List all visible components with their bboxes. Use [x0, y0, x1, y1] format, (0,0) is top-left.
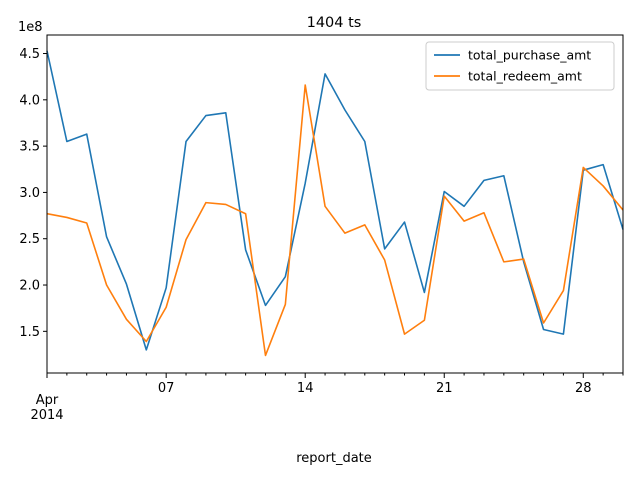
series-line-total_purchase_amt — [46, 50, 624, 351]
y-tick-label: 4.5 — [19, 47, 40, 62]
y-tick-label: 2.5 — [19, 232, 40, 247]
legend-box — [425, 41, 615, 91]
y-tick-label: 1.5 — [19, 325, 40, 340]
x-tick-label: Apr — [36, 393, 59, 408]
x-tick-label: 2014 — [30, 408, 63, 423]
x-tick-label: 07 — [158, 381, 175, 396]
chart-title: 1404 ts — [307, 15, 362, 31]
legend: total_purchase_amt total_redeem_amt — [425, 41, 615, 91]
y-tick-label: 4.0 — [19, 93, 40, 108]
plot-lines — [46, 50, 624, 357]
x-tick-label: 21 — [436, 381, 453, 396]
plot-frame — [46, 34, 624, 374]
y-tick-label: 3.5 — [19, 140, 40, 155]
legend-label-total_purchase_amt: total_purchase_amt — [468, 48, 591, 63]
legend-label-total_redeem_amt: total_redeem_amt — [468, 69, 582, 84]
y-offset-label: 1e8 — [18, 20, 43, 35]
x-axis-label: report_date — [296, 451, 372, 466]
y-tick-label: 3.0 — [19, 186, 40, 201]
x-tick-label: 28 — [575, 381, 592, 396]
y-axis: 1.5 2.0 2.5 3.0 3.5 4.0 4.5 — [19, 47, 47, 340]
x-tick-label: 14 — [297, 381, 314, 396]
series-line-total_redeem_amt — [46, 84, 624, 357]
y-tick-label: 2.0 — [19, 279, 40, 294]
